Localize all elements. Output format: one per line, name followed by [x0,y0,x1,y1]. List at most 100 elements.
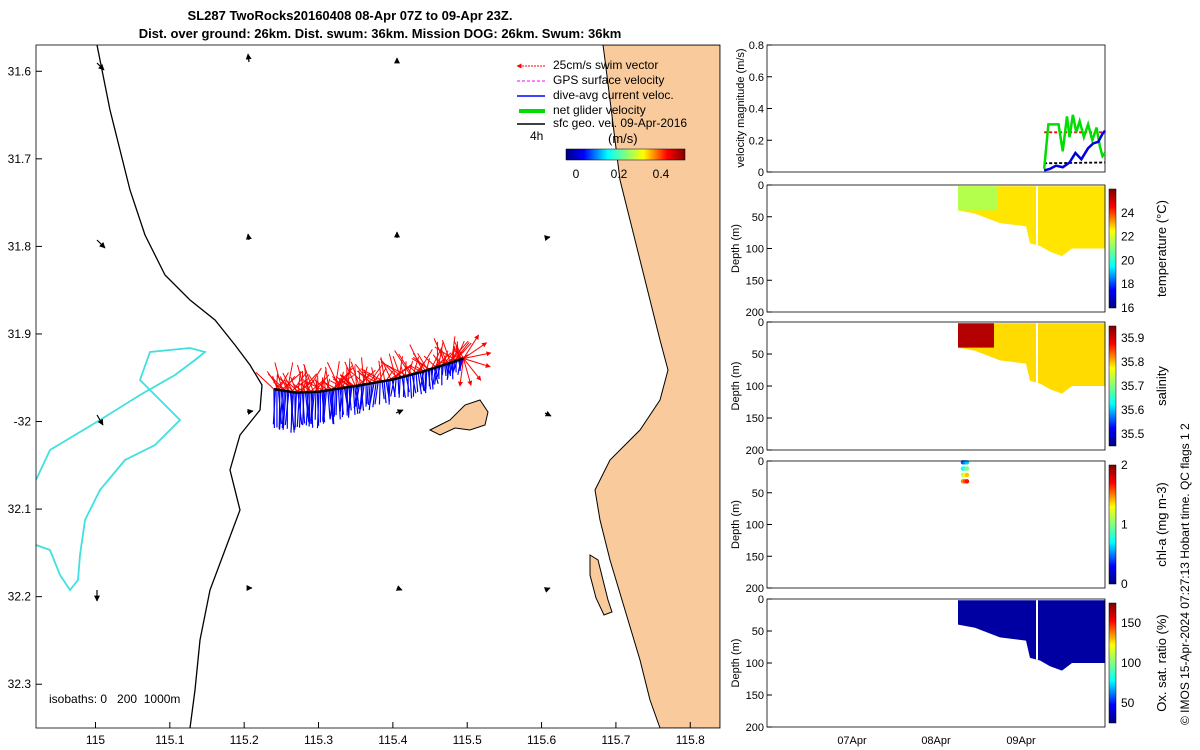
temperature-colorbar [1108,188,1117,309]
map-x-tick-label: 115.2 [230,733,259,747]
swim-vector [453,340,464,359]
depth-tick-label: 100 [746,244,764,256]
isobath-200m [96,45,263,728]
swim-vector [463,351,492,359]
swim-vector [362,371,381,383]
depth-tick-label: 150 [746,275,764,287]
map-y-tick-label: 31.7 [8,152,32,166]
velocity-y-axis: 0 0.2 0.4 0.6 0.8 [749,40,772,179]
swim-vector [334,361,340,390]
temperature-colorbar-tick: 20 [1121,253,1135,267]
current-vector [367,383,371,406]
swim-vector [463,342,488,359]
temperature-colorbar-tick: 22 [1121,230,1135,244]
depth-tick-label: 0 [758,180,764,192]
velocity-y-tick-label: 0.4 [749,104,764,116]
legend-current: dive-avg current veloc. [553,88,674,102]
oxygen-colorbar-tick: 50 [1121,696,1135,710]
current-vector [281,390,286,429]
copyright-note: © IMOS 15-Apr-2024 07:27:13 Hobart time.… [1178,423,1192,725]
current-vector [441,365,444,376]
current-vector [333,389,336,417]
current-vector [298,392,302,428]
velocity-series [1042,114,1106,172]
depth-tick-label: 200 [746,583,764,595]
depth-tick-label: 50 [752,349,764,361]
time-tick: 07Apr [837,735,867,747]
map-y-tick-label: 31.6 [8,64,32,78]
swim-vector [409,364,422,373]
current-vector [308,392,311,427]
map-y-axis: 31.6 31.7 31.8 31.9 -32 32.1 32.2 32.3 [8,64,42,691]
current-vector [409,374,413,399]
swim-vector [379,358,398,379]
current-vector [337,388,341,420]
current-vector [284,391,290,425]
current-vector [378,381,381,405]
temperature-cool-region [958,186,998,211]
map-x-tick-label: 115.8 [676,733,705,747]
velocity-ylabel: velocity magnitude (m/s) [735,48,747,167]
depth-tick-label: 0 [758,594,764,606]
oxygen-colorbar [1108,602,1117,724]
salinity-colorbar-tick: 35.7 [1121,379,1145,393]
garden-island [589,554,613,616]
current-vector [383,380,387,404]
depth-tick-label: 50 [752,626,764,638]
chlorophyll-colorbar-tick: 0 [1121,577,1128,591]
current-vector [278,390,281,430]
velocity-y-tick-label: 0.6 [749,72,764,84]
swim-vector [454,342,472,362]
map-y-tick-label: 31.9 [8,327,32,341]
current-vector [296,392,301,427]
chl-sample [964,479,970,484]
swim-vector [361,357,365,385]
glider-track [255,334,492,433]
chlorophyll-colorbar-tick: 2 [1121,458,1128,472]
legend-net-velocity: net glider velocity [553,103,646,117]
salinity-colorbar [1108,325,1117,447]
map-x-tick-label: 115.3 [304,733,333,747]
current-vector [348,386,353,409]
current-vector [352,386,356,415]
swim-vector [414,365,425,372]
current-vector [419,371,425,389]
velocity-series-line [1043,129,1106,172]
swim-vector [306,381,325,392]
current-vector [457,359,462,375]
swim-vector [255,372,275,390]
swim-vector [340,378,351,388]
current-vector [302,392,305,426]
current-vector [417,372,423,395]
swim-vector [394,350,411,376]
current-vector [398,377,401,398]
map-x-tick-label: 115.7 [601,733,630,747]
swim-vector [267,373,287,392]
swim-vector [297,382,313,393]
velocity-series-line [1044,161,1106,165]
swim-vector [344,361,356,387]
geo-velocity-arrows [94,53,552,602]
current-vector [431,368,434,381]
swim-vector [380,361,408,377]
current-vector [329,389,335,420]
depth-tick-label: 200 [746,307,764,319]
chlorophyll-colorbar-tick: 1 [1121,518,1128,532]
current-vector [444,364,447,377]
current-vector [402,376,405,397]
velocity-y-tick-label: 0 [758,167,764,179]
temperature-colorbar-tick: 16 [1121,301,1135,315]
current-vector [390,379,395,397]
isobaths-label: isobaths: 0 200 1000m [49,692,180,706]
swim-vector [340,375,354,387]
depth-tick-label: 0 [758,456,764,468]
swim-vector [411,357,431,370]
current-vector [310,391,314,422]
current-vector [272,389,277,425]
map-x-tick-label: 115.1 [155,733,184,747]
velocity-y-tick-label: 0.8 [749,40,764,52]
map-legend: 25cm/s swim vector GPS surface velocity … [516,58,687,181]
salinity-data-region [958,323,1105,394]
swim-vector [423,355,437,368]
current-vector [314,391,317,420]
